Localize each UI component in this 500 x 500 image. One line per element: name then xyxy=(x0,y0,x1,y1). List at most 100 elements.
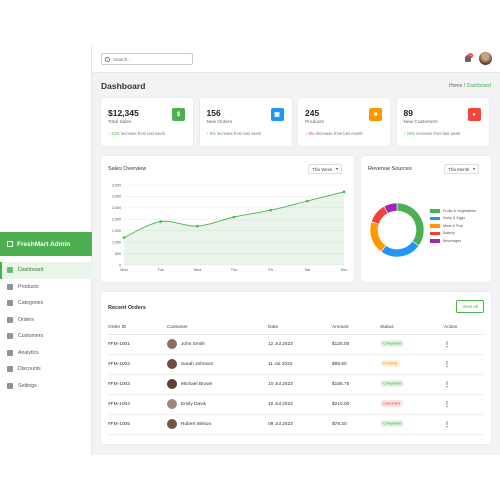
brand-logo[interactable]: FreshMart Admin xyxy=(0,232,92,256)
more-options-icon[interactable]: ⋮ xyxy=(444,381,450,388)
legend-item[interactable]: Dairy & Eggs xyxy=(430,215,476,223)
column-header[interactable]: Customer xyxy=(167,322,268,335)
sidebar-item-discounts[interactable]: Discounts xyxy=(0,361,92,378)
legend-item[interactable]: Bakery xyxy=(430,230,476,238)
column-header[interactable]: Date xyxy=(268,322,332,335)
stat-card: 245 Products ↓ 3% decrease from last month… xyxy=(298,98,390,146)
stat-change: ↑ 8% increase from last week xyxy=(207,131,262,136)
status-cell: Completed xyxy=(380,334,444,355)
y-tick-label: 0 xyxy=(119,263,121,267)
order-date: 10 Jul 2023 xyxy=(268,374,332,395)
table-row[interactable]: #FM-1001 John Smith 12 Jul 2023 $125.00 Comp… xyxy=(108,334,483,355)
order-id: #FM-1001 xyxy=(108,334,167,355)
legend-item[interactable]: Meat & Fish xyxy=(430,222,476,230)
sidebar-item-label: Products xyxy=(18,283,39,290)
data-point[interactable] xyxy=(122,236,126,239)
sidebar-item-label: Discounts xyxy=(18,366,41,373)
data-point[interactable] xyxy=(232,215,236,219)
legend-label: Dairy & Eggs xyxy=(443,216,466,221)
customer-cell: Emily Davis xyxy=(167,394,268,415)
data-point[interactable] xyxy=(159,220,162,223)
legend-item[interactable]: Beverages xyxy=(430,237,476,245)
avatar xyxy=(167,359,177,369)
customer-name: Robert Wilson xyxy=(181,421,212,427)
sidebar-item-products[interactable]: Products xyxy=(0,279,92,296)
sidebar-item-label: Settings xyxy=(18,382,37,389)
store-icon xyxy=(7,241,13,247)
table-row[interactable]: #FM-1002 Sarah Johnson 11 Jul 2023 $89.50 Pe… xyxy=(108,354,483,375)
more-options-icon[interactable]: ⋮ xyxy=(444,341,450,348)
order-id: #FM-1004 xyxy=(108,394,167,415)
brand-name: FreshMart Admin xyxy=(17,240,71,248)
data-point[interactable] xyxy=(196,224,199,228)
more-options-icon[interactable]: ⋮ xyxy=(444,361,450,368)
customer-name: John Smith xyxy=(181,341,205,347)
sales-overview-card: Sales Overview This Week 0 500 1,000 1,500 2… xyxy=(101,156,354,282)
search-box xyxy=(101,53,193,65)
order-id: #FM-1003 xyxy=(108,374,167,395)
more-options-icon[interactable]: ⋮ xyxy=(444,421,450,428)
arrow-up-icon: ↑ xyxy=(206,131,209,136)
stat-value: 89 xyxy=(403,108,413,118)
sidebar-item-settings[interactable]: Settings xyxy=(0,378,92,395)
data-point[interactable] xyxy=(269,208,272,212)
sidebar-item-label: Analytics xyxy=(18,349,39,356)
sidebar-item-categories[interactable]: Categories xyxy=(0,295,92,312)
breadcrumb-home[interactable]: Home xyxy=(449,83,463,89)
search-icon[interactable] xyxy=(105,56,110,62)
stat-value: $12,345 xyxy=(108,108,139,118)
data-point[interactable] xyxy=(342,190,346,194)
chart-icon xyxy=(7,349,13,356)
sidebar-item-customers[interactable]: Customers xyxy=(0,328,92,345)
sales-area xyxy=(124,191,344,265)
column-header[interactable]: Amount xyxy=(332,322,380,335)
y-tick-label: 1,500 xyxy=(112,229,121,233)
legend-swatch xyxy=(430,209,440,213)
box-icon: ■ xyxy=(369,108,382,121)
sales-period-select[interactable]: This Week xyxy=(308,164,343,174)
revenue-period-select[interactable]: This Month xyxy=(444,164,480,174)
order-date: 10 Jul 2023 xyxy=(268,394,332,415)
donut-slice[interactable] xyxy=(380,240,420,258)
sidebar-item-analytics[interactable]: Analytics xyxy=(0,345,92,362)
legend-swatch xyxy=(430,224,440,228)
x-tick-label: Wed xyxy=(193,268,201,272)
legend-label: Beverages xyxy=(443,238,462,243)
avatar xyxy=(167,399,177,409)
data-point[interactable] xyxy=(306,199,309,203)
y-tick-label: 1,000 xyxy=(112,240,121,244)
donut-slice[interactable] xyxy=(396,202,425,247)
status-badge: Cancelled xyxy=(380,400,403,407)
revenue-sources-card: Revenue Sources This Month Fruits & Vege… xyxy=(361,156,491,282)
sidebar-item-dashboard[interactable]: Dashboard xyxy=(0,262,92,279)
bell-icon[interactable] xyxy=(465,55,471,62)
stat-change: ↑ 15% increase from last week xyxy=(404,131,461,136)
stat-change-text: increase from last week xyxy=(217,131,261,136)
customer: Michael Brown xyxy=(167,379,268,389)
avatar[interactable] xyxy=(479,52,492,65)
stat-value: 245 xyxy=(305,108,320,118)
legend-label: Bakery xyxy=(443,231,455,236)
donut-slice[interactable] xyxy=(383,202,398,214)
order-amount: $210.00 xyxy=(332,394,380,415)
column-header[interactable]: Order ID xyxy=(108,322,167,335)
customer-cell: Michael Brown xyxy=(167,374,268,395)
legend-swatch xyxy=(430,216,440,220)
sidebar-item-label: Customers xyxy=(18,333,44,340)
stat-change-pct: 3% xyxy=(308,131,315,136)
donut-slice[interactable] xyxy=(369,221,387,253)
legend-item[interactable]: Fruits & Vegetables xyxy=(430,207,476,215)
table-row[interactable]: #FM-1003 Michael Brown 10 Jul 2023 $156.75 C… xyxy=(108,374,483,395)
more-options-icon[interactable]: ⋮ xyxy=(444,401,450,408)
table-row[interactable]: #FM-1005 Robert Wilson 09 Jul 2023 $78.20 Co… xyxy=(108,414,483,435)
table-row[interactable]: #FM-1004 Emily Davis 10 Jul 2023 $210.00 Can… xyxy=(108,394,483,415)
view-all-button[interactable]: View All xyxy=(456,300,484,313)
column-header[interactable]: Action xyxy=(444,322,483,335)
action-cell: ⋮ xyxy=(444,394,483,415)
sidebar-item-orders[interactable]: Orders xyxy=(0,312,92,329)
status-cell: Completed xyxy=(380,414,444,435)
sales-chart: 0 500 1,000 1,500 2,000 2,500 3,000 3,500 Mon Tue… xyxy=(112,183,347,272)
column-header[interactable]: Status xyxy=(380,322,444,335)
order-amount: $78.20 xyxy=(332,414,380,435)
search-input[interactable] xyxy=(113,56,191,62)
